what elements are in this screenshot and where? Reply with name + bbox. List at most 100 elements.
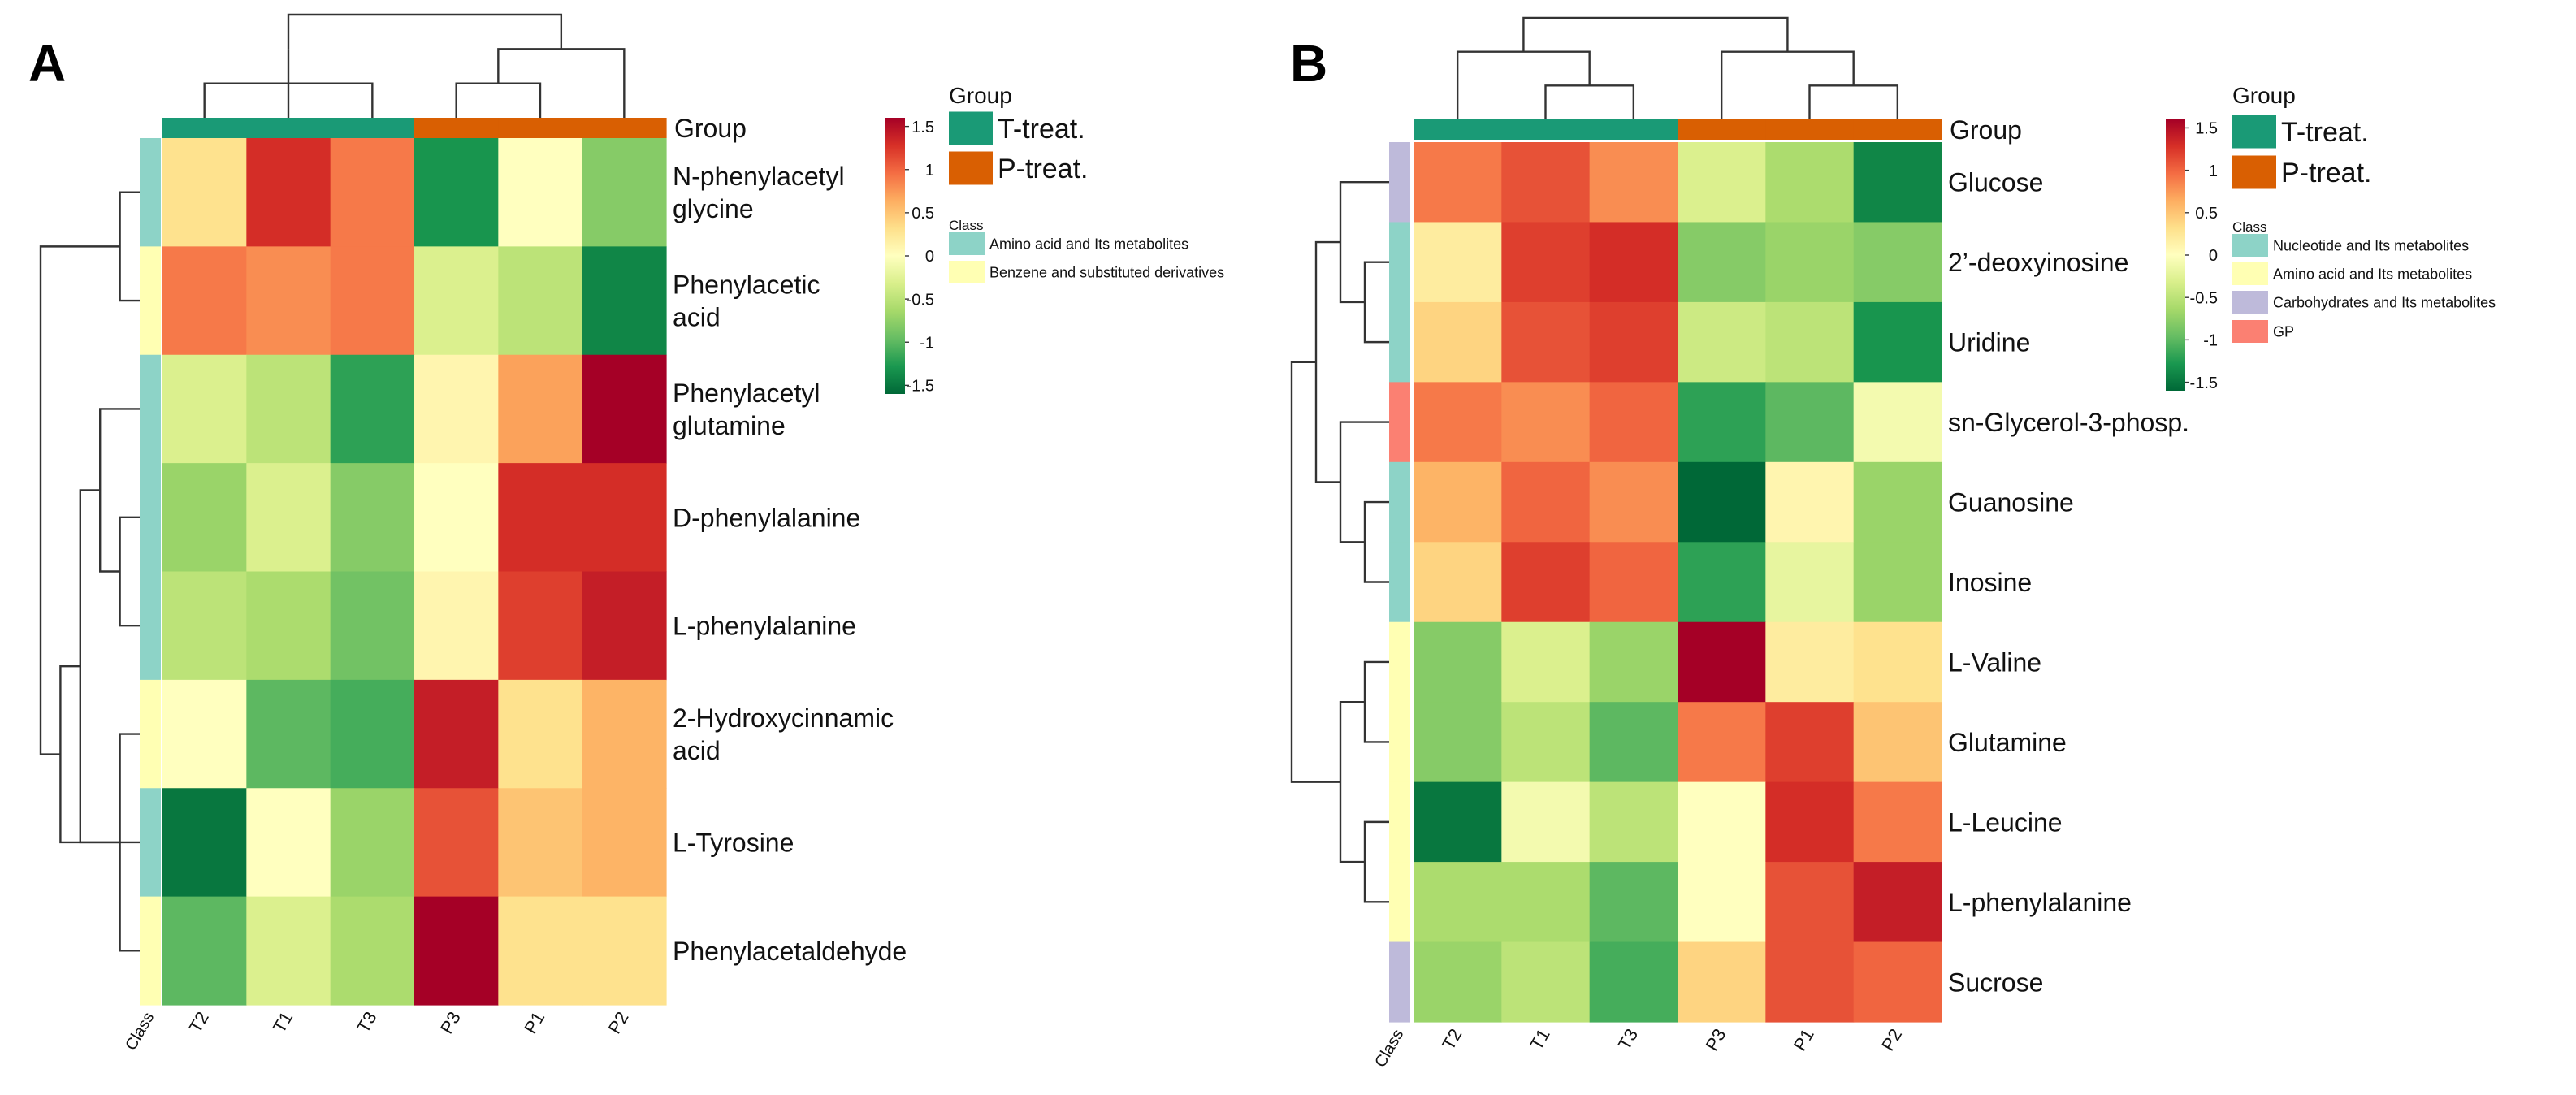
column-dendrogram-link xyxy=(1720,50,1855,119)
heatmap-cell xyxy=(1414,382,1502,463)
heatmap-cell xyxy=(330,138,415,247)
heatmap-cell xyxy=(1589,222,1678,303)
heatmap-cell xyxy=(1765,222,1855,303)
heatmap-cell xyxy=(1414,301,1502,383)
class-annotation-cell xyxy=(1389,222,1410,303)
heatmap-cell xyxy=(162,138,247,247)
heatmap-cell xyxy=(1589,301,1678,383)
group-annotation-cell xyxy=(246,118,331,138)
heatmap-cell xyxy=(162,463,247,573)
heatmap-cell xyxy=(330,463,415,573)
color-scale-tick-label: 0.5 xyxy=(911,205,934,223)
row-label: L-Valine xyxy=(1948,647,2041,677)
heatmap-cell xyxy=(1765,142,1855,223)
row-label: L-Tyrosine xyxy=(673,828,794,857)
heatmap-cell xyxy=(498,354,583,464)
group-legend-swatch xyxy=(949,111,993,145)
class-annotation-cell xyxy=(1389,461,1410,543)
heatmap-cell xyxy=(1589,941,1678,1023)
heatmap-cell xyxy=(1414,142,1502,223)
heatmap-cell xyxy=(1678,222,1766,303)
class-annotation-cell xyxy=(1389,862,1410,943)
heatmap-cell xyxy=(1765,542,1855,623)
legend: 1.5 1 0.5 0 -0.5 -1 -1.5 Group T-treat. P-treat. C… xyxy=(2166,83,2496,392)
heatmap-cell xyxy=(1853,542,1942,623)
class-annotation-cell xyxy=(1389,142,1410,223)
heatmap-cell xyxy=(1853,702,1942,783)
heatmap-cell xyxy=(414,138,499,247)
heatmap-cell xyxy=(246,138,331,247)
class-annotation-cell xyxy=(140,354,161,464)
row-dendrogram-link xyxy=(1290,361,1340,783)
heatmap-cell xyxy=(162,896,247,1006)
row-label: sn-Glycerol-3-phosp. xyxy=(1948,408,2189,437)
heatmap-cell xyxy=(246,571,331,681)
class-legend-swatch xyxy=(949,232,985,255)
class-legend-title: Class xyxy=(949,218,984,233)
heatmap-cell xyxy=(1589,382,1678,463)
group-annotation-cell xyxy=(414,118,499,138)
heatmap-cell xyxy=(1501,222,1591,303)
heatmap-cell xyxy=(246,679,331,789)
heatmap-cell xyxy=(1501,542,1591,623)
heatmap-cell xyxy=(162,571,247,681)
heatmap-cell xyxy=(1501,702,1591,783)
class-annotation-cell xyxy=(140,896,161,1006)
class-legend-swatch xyxy=(2232,291,2268,314)
group-legend-swatch xyxy=(2232,115,2276,149)
heatmap-cell xyxy=(1589,542,1678,623)
class-legend-label: Benzene and substituted derivatives xyxy=(989,264,1224,280)
heatmap-cell xyxy=(1414,941,1502,1023)
class-legend-swatch xyxy=(2232,262,2268,285)
color-scale-tick-label: -1.5 xyxy=(2190,374,2218,392)
heatmap-cell xyxy=(1678,941,1766,1023)
heatmap-cell xyxy=(414,571,499,681)
heatmap-cell xyxy=(1678,301,1766,383)
column-dendrogram-link xyxy=(1522,16,1789,52)
heatmap-cell xyxy=(414,679,499,789)
row-dendrogram-link xyxy=(39,245,120,755)
row-label: Inosine xyxy=(1948,568,2032,597)
panel-a: A Group N-phenylacetyl glycine Phenylacetic a… xyxy=(28,13,1224,1054)
row-label: L-Leucine xyxy=(1948,807,2063,837)
column-dendrogram-link xyxy=(1456,50,1591,119)
heatmap-cell xyxy=(414,788,499,898)
group-annotation-cell xyxy=(1589,119,1678,140)
heatmap-cell xyxy=(1765,862,1855,943)
heatmap-cell xyxy=(330,571,415,681)
heatmap-cell xyxy=(414,246,499,356)
heatmap-cell xyxy=(1765,382,1855,463)
heatmap-cell xyxy=(330,354,415,464)
group-annotation-cell xyxy=(1765,119,1855,140)
heatmap-cell xyxy=(1414,621,1502,703)
heatmap-cell xyxy=(1678,621,1766,703)
color-scale-tick-label: -0.5 xyxy=(907,291,934,309)
row-label: glycine xyxy=(673,194,754,223)
heatmap-cell xyxy=(1589,781,1678,863)
heatmap-cell xyxy=(1853,461,1942,543)
heatmap-cell xyxy=(1501,781,1591,863)
heatmap-cell xyxy=(1765,702,1855,783)
class-annotation-cell xyxy=(1389,941,1410,1023)
heatmap-cell xyxy=(1678,142,1766,223)
heatmap-cell xyxy=(162,679,247,789)
legend: 1.5 1 0.5 0 -0.5 -1 -1.5 Group T-treat. P-treat. C… xyxy=(885,83,1224,396)
heatmap-cell xyxy=(1414,222,1502,303)
heatmap-cell xyxy=(582,788,667,898)
heatmap-cell xyxy=(246,354,331,464)
group-annotation-label: Group xyxy=(674,114,747,143)
row-label: Phenylacetic xyxy=(673,271,820,300)
heatmap-cell xyxy=(1414,461,1502,543)
heatmap-cell xyxy=(162,354,247,464)
class-annotation-cell xyxy=(140,571,161,681)
heatmap-cell xyxy=(1414,702,1502,783)
row-label: 2’-deoxyinosine xyxy=(1948,248,2128,277)
heatmap-cell xyxy=(330,246,415,356)
class-annotation-cell xyxy=(1389,621,1410,703)
heatmap-cell xyxy=(1853,222,1942,303)
color-scale-tick-label: 1.5 xyxy=(2195,120,2218,138)
row-label: Guanosine xyxy=(1948,488,2074,517)
heatmap-cell xyxy=(582,138,667,247)
heatmap-cell xyxy=(582,571,667,681)
group-legend-label: P-treat. xyxy=(998,154,1088,184)
